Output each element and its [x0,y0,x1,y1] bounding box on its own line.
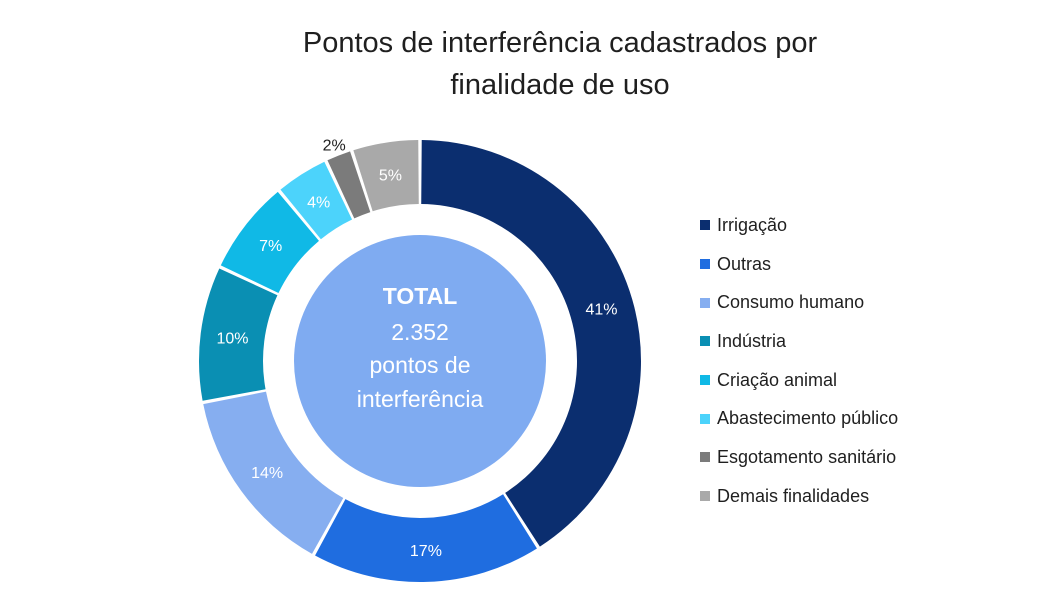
legend-item-3: Indústria [700,322,898,361]
center-heading: TOTAL [383,283,458,309]
chart-legend: Irrigação Outras Consumo humano Indústria Cr… [700,206,898,516]
center-total: 2.352 [391,319,449,345]
slice-4 [220,191,319,294]
center-line-2: pontos de [369,352,470,378]
legend-swatch [700,336,710,347]
slice-label-7: 5% [379,167,402,184]
chart-title-line-2: finalidade de uso [450,69,670,101]
legend-label: Consumo humano [717,292,865,313]
legend-label: Demais finalidades [717,485,870,506]
slice-label-5: 4% [307,194,330,211]
legend-item-4: Criação animal [700,361,898,400]
slice-label-6: 2% [323,137,346,154]
slice-label-2: 14% [251,465,283,482]
slice-6 [327,151,371,219]
slice-label-3: 10% [216,330,248,347]
legend-item-1: Outras [700,245,898,284]
legend-label: Indústria [717,330,787,351]
legend-swatch [700,452,710,463]
legend-swatch [700,220,710,231]
slice-5 [280,161,353,240]
slice-2 [203,391,344,554]
legend-swatch [700,375,710,386]
legend-item-2: Consumo humano [700,283,898,322]
slice-label-1: 17% [410,543,442,560]
center-text: TOTAL 2.352 pontos de interferência [357,283,484,412]
center-line-3: interferência [357,386,484,412]
legend-label: Esgotamento sanitário [717,446,897,467]
legend-item-0: Irrigação [700,206,898,245]
legend-item-7: Demais finalidades [700,477,898,516]
center-circle [294,235,546,487]
chart-title: Pontos de interferência cadastrados por … [230,22,890,106]
legend-label: Criação animal [717,369,838,390]
donut-slices [199,140,642,582]
legend-label: Abastecimento público [717,408,899,429]
legend-item-5: Abastecimento público [700,399,898,438]
legend-item-6: Esgotamento sanitário [700,438,898,477]
legend-label: Irrigação [717,214,788,235]
slice-3 [199,268,278,401]
legend-swatch [700,297,710,308]
slice-label-4: 7% [259,238,282,255]
donut-slice-labels: 41% 17% 14% 10% 7% 4% 2% 5% [216,137,617,560]
slice-label-0: 41% [585,301,617,318]
slice-1 [315,494,537,582]
slice-0 [421,140,642,547]
slice-7 [353,140,419,212]
legend-label: Outras [717,253,772,274]
legend-swatch [700,259,710,270]
chart-title-line-1: Pontos de interferência cadastrados por [302,27,818,59]
legend-swatch [700,413,710,424]
legend-swatch [700,491,710,502]
